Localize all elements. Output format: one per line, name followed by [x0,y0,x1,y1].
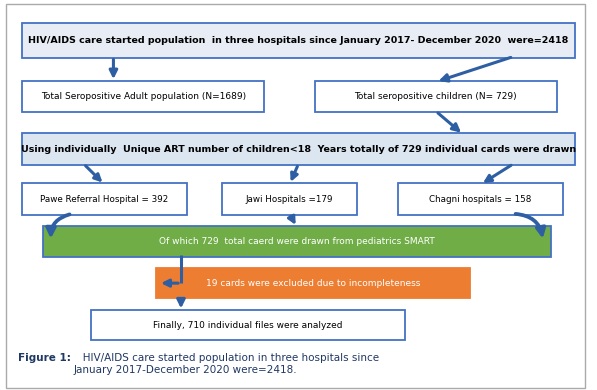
FancyBboxPatch shape [222,183,357,215]
Text: HIV/AIDS care started population  in three hospitals since January 2017- Decembe: HIV/AIDS care started population in thre… [28,36,569,45]
FancyBboxPatch shape [315,81,557,112]
FancyArrowPatch shape [47,215,69,234]
Text: Using individually  Unique ART number of children<18  Years totally of 729 indiv: Using individually Unique ART number of … [21,145,576,154]
FancyBboxPatch shape [91,310,405,340]
FancyBboxPatch shape [43,226,551,257]
FancyBboxPatch shape [22,133,575,165]
Text: Pawe Referral Hospital = 392: Pawe Referral Hospital = 392 [41,195,168,204]
FancyBboxPatch shape [398,183,563,215]
Text: Figure 1:: Figure 1: [18,353,71,363]
Text: Total Seropositive Adult population (N=1689): Total Seropositive Adult population (N=1… [41,92,246,101]
FancyArrowPatch shape [516,214,544,234]
Text: Of which 729  total caerd were drawn from pediatrics SMART: Of which 729 total caerd were drawn from… [159,237,435,246]
Text: Finally, 710 individual files were analyzed: Finally, 710 individual files were analy… [153,321,343,330]
Text: Chagni hospitals = 158: Chagni hospitals = 158 [429,195,532,204]
FancyBboxPatch shape [22,81,264,112]
FancyBboxPatch shape [156,268,470,298]
FancyBboxPatch shape [22,23,575,58]
Text: HIV/AIDS care started population in three hospitals since
January 2017-December : HIV/AIDS care started population in thre… [73,353,380,374]
Text: Total seropositive children (N= 729): Total seropositive children (N= 729) [355,92,517,101]
FancyBboxPatch shape [22,183,187,215]
Text: Jawi Hospitals =179: Jawi Hospitals =179 [246,195,333,204]
Text: 19 cards were excluded due to incompleteness: 19 cards were excluded due to incomplete… [206,278,421,288]
